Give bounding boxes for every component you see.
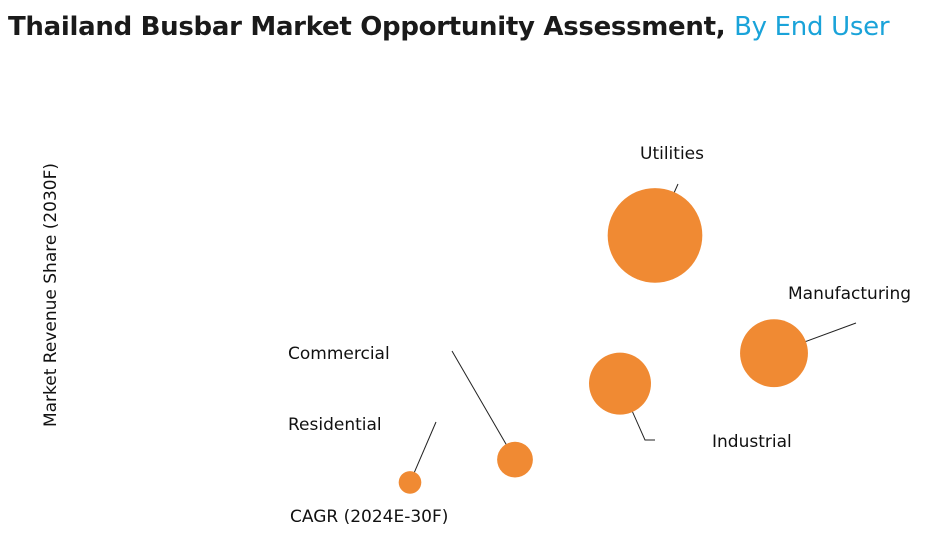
label-utilities: Utilities — [640, 144, 704, 164]
bubble-manufacturing — [740, 319, 808, 388]
bubble-utilities — [607, 188, 703, 283]
x-axis-label: CAGR (2024E-30F) — [290, 507, 448, 527]
label-commercial: Commercial — [288, 344, 390, 364]
y-axis-label: Market Revenue Share (2030F) — [41, 163, 61, 427]
bubble-labels: Residential Commercial Industrial Manufactu… — [288, 144, 911, 452]
leader-line-commercial — [451, 350, 516, 460]
chart-title: Thailand Busbar Market Opportunity Asses… — [8, 12, 890, 42]
bubble-commercial — [497, 441, 533, 478]
bubbles — [398, 188, 808, 494]
chart-title-main: Thailand Busbar Market Opportunity Asses… — [8, 12, 726, 42]
label-manufacturing: Manufacturing — [788, 284, 911, 304]
bubble-industrial — [589, 352, 651, 415]
label-industrial: Industrial — [712, 432, 792, 452]
chart-title-accent: By End User — [734, 12, 890, 42]
bubble-residential — [398, 471, 422, 494]
label-residential: Residential — [288, 415, 382, 435]
